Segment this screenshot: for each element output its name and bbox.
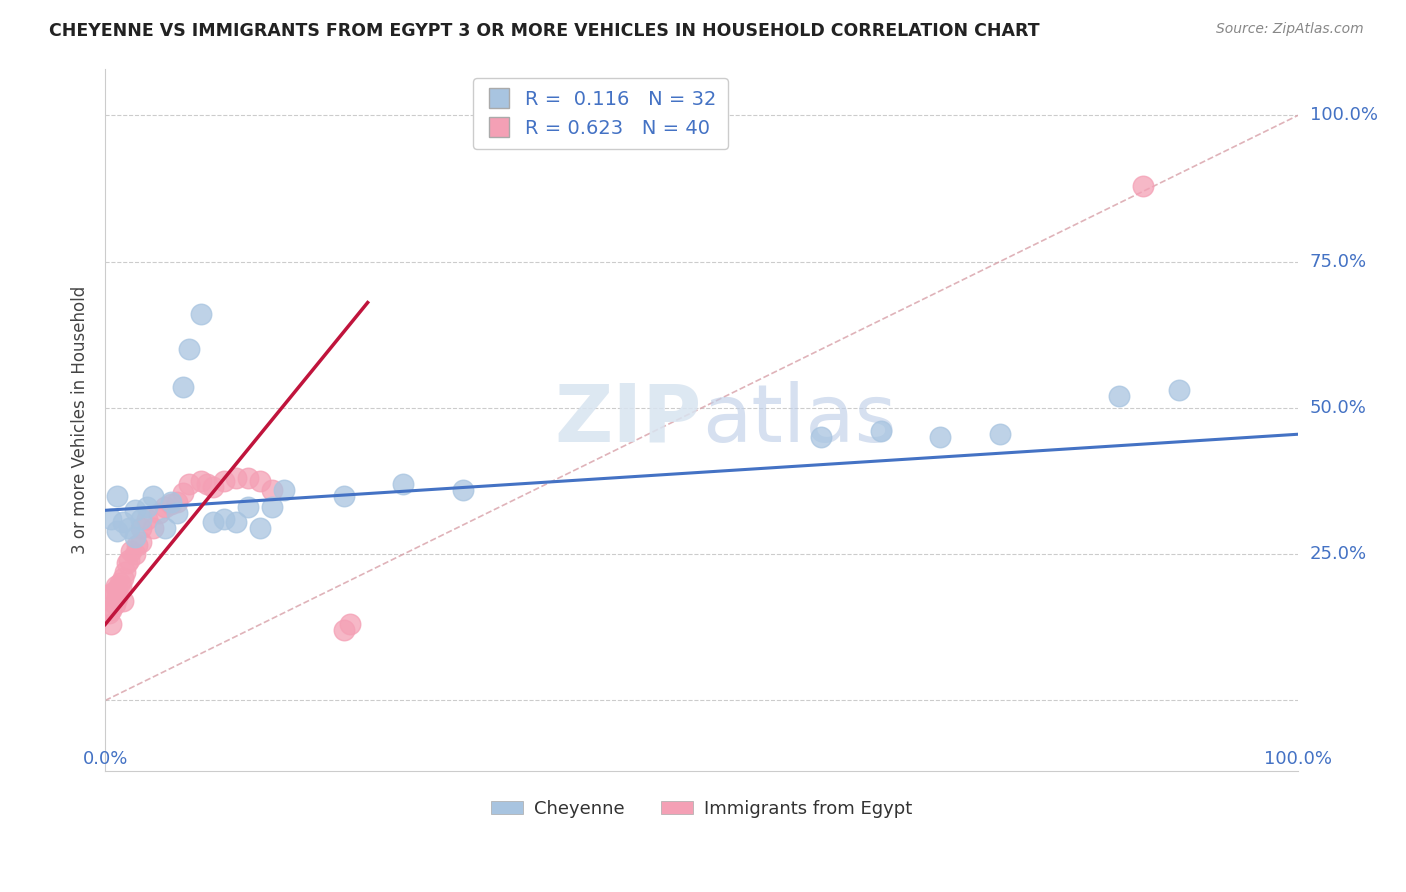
Point [104,579,127,593]
Point [190,307,212,321]
Point [105,582,128,597]
Point [112,515,135,529]
Point [214,474,236,488]
Point [103,585,125,599]
Point [214,512,236,526]
Point [118,553,141,567]
Point [105,591,128,605]
Text: atlas: atlas [702,381,896,458]
Point [129,521,152,535]
Text: 25.0%: 25.0% [1310,545,1367,563]
Point [159,498,181,512]
Point [249,474,271,488]
Point [100,603,122,617]
Point [148,506,170,520]
Point [112,594,135,608]
Point [262,500,284,515]
Point [142,489,165,503]
Text: 0.0%: 0.0% [83,750,128,768]
Point [172,380,194,394]
Point [1132,178,1154,193]
Point [96,588,118,602]
Point [114,565,136,579]
Point [124,503,146,517]
Point [190,474,212,488]
Point [153,500,176,515]
Point [142,521,165,535]
Point [201,480,224,494]
Point [249,521,271,535]
Point [333,489,356,503]
Text: CHEYENNE VS IMMIGRANTS FROM EGYPT 3 OR MORE VEHICLES IN HOUSEHOLD CORRELATION CH: CHEYENNE VS IMMIGRANTS FROM EGYPT 3 OR M… [49,22,1040,40]
Point [108,576,131,591]
Text: 100.0%: 100.0% [1310,106,1378,124]
Point [392,477,415,491]
Point [238,471,260,485]
Point [136,500,159,515]
Point [166,506,188,520]
Text: ZIP: ZIP [554,381,702,458]
Point [929,430,952,444]
Point [105,489,128,503]
Text: 100.0%: 100.0% [1264,750,1331,768]
Point [1108,389,1130,403]
Point [177,343,200,357]
Point [120,544,142,558]
Point [97,606,120,620]
Point [333,624,356,638]
Point [339,617,361,632]
Point [112,571,135,585]
Text: Source: ZipAtlas.com: Source: ZipAtlas.com [1216,22,1364,37]
Text: 50.0%: 50.0% [1310,399,1367,417]
Point [104,597,127,611]
Text: 75.0%: 75.0% [1310,252,1367,270]
Point [177,477,200,491]
Point [110,579,132,593]
Point [273,483,295,497]
Point [225,515,247,529]
Point [118,521,141,535]
Point [159,494,181,508]
Y-axis label: 3 or more Vehicles in Household: 3 or more Vehicles in Household [72,285,89,554]
Point [166,494,188,508]
Point [129,512,152,526]
Point [988,427,1011,442]
Point [810,430,832,444]
Point [100,617,122,632]
Point [129,535,152,549]
Point [105,524,128,538]
Point [136,512,159,526]
Point [451,483,474,497]
Point [115,556,138,570]
Point [124,547,146,561]
Point [238,500,260,515]
Point [201,515,224,529]
Point [153,521,176,535]
Point [225,471,247,485]
Point [195,477,218,491]
Point [100,512,122,526]
Point [869,425,891,439]
Point [1167,384,1189,398]
Point [124,530,146,544]
Point [172,485,194,500]
Legend: Cheyenne, Immigrants from Egypt: Cheyenne, Immigrants from Egypt [484,792,920,825]
Point [262,483,284,497]
Point [127,538,149,552]
